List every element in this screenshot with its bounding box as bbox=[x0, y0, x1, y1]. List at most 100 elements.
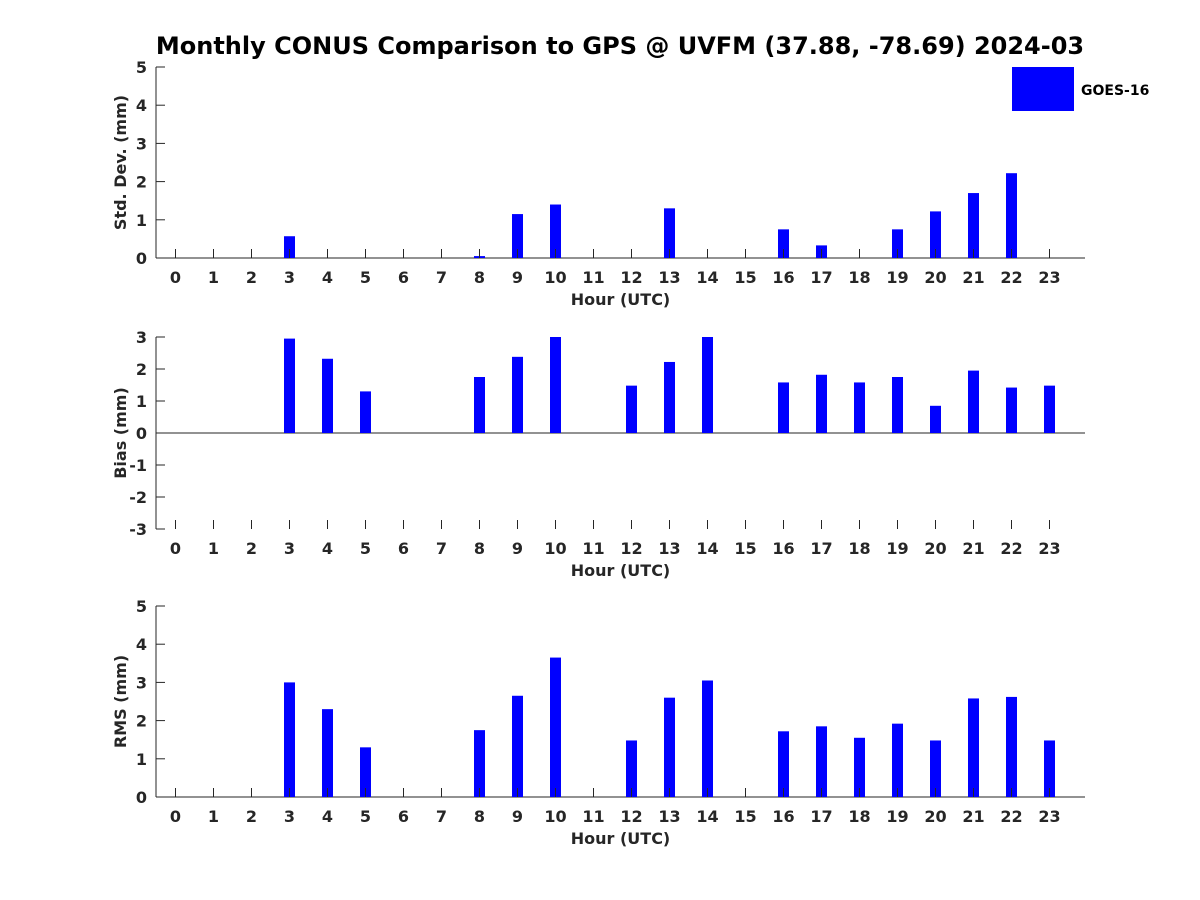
bar-rms-hour-20 bbox=[930, 740, 941, 797]
x-tick-label: 9 bbox=[512, 807, 523, 826]
x-tick-label: 2 bbox=[246, 539, 257, 558]
bar-bias-hour-10 bbox=[550, 337, 561, 433]
bar-rms-hour-14 bbox=[702, 680, 713, 797]
bar-std-dev-hour-3 bbox=[284, 236, 295, 258]
x-tick-label: 0 bbox=[170, 268, 181, 287]
y-tick-label: 2 bbox=[136, 173, 147, 192]
x-tick-label: 5 bbox=[360, 807, 371, 826]
x-tick-label: 22 bbox=[1000, 539, 1022, 558]
x-tick-label: 9 bbox=[512, 268, 523, 287]
x-tick-label: 15 bbox=[734, 539, 756, 558]
x-tick-label: 17 bbox=[810, 807, 832, 826]
x-tick-label: 15 bbox=[734, 807, 756, 826]
x-tick-label: 16 bbox=[772, 807, 794, 826]
y-tick-label: 0 bbox=[136, 788, 147, 807]
y-tick-label: 5 bbox=[136, 597, 147, 616]
x-tick-label: 23 bbox=[1038, 807, 1060, 826]
x-tick-label: 17 bbox=[810, 539, 832, 558]
x-tick-label: 0 bbox=[170, 807, 181, 826]
x-tick-label: 22 bbox=[1000, 807, 1022, 826]
y-axis-label: Std. Dev. (mm) bbox=[111, 95, 130, 230]
x-tick-label: 17 bbox=[810, 268, 832, 287]
bar-rms-hour-19 bbox=[892, 723, 903, 797]
bar-std-dev-hour-19 bbox=[892, 229, 903, 258]
x-tick-label: 8 bbox=[474, 539, 485, 558]
bar-bias-hour-12 bbox=[626, 385, 637, 433]
x-tick-label: 11 bbox=[582, 268, 604, 287]
x-tick-label: 19 bbox=[886, 539, 908, 558]
x-tick-label: 0 bbox=[170, 539, 181, 558]
x-tick-label: 23 bbox=[1038, 268, 1060, 287]
bar-rms-hour-17 bbox=[816, 726, 827, 797]
x-tick-label: 12 bbox=[620, 807, 642, 826]
x-tick-label: 13 bbox=[658, 539, 680, 558]
bar-std-dev-hour-13 bbox=[664, 208, 675, 258]
x-tick-label: 2 bbox=[246, 268, 257, 287]
x-tick-label: 18 bbox=[848, 268, 870, 287]
bar-rms-hour-18 bbox=[854, 737, 865, 797]
legend-label: GOES-16 bbox=[1081, 83, 1149, 99]
bar-bias-hour-4 bbox=[322, 358, 333, 433]
x-tick-label: 3 bbox=[284, 268, 295, 287]
x-tick-label: 5 bbox=[360, 539, 371, 558]
x-tick-label: 4 bbox=[322, 807, 333, 826]
x-tick-label: 18 bbox=[848, 807, 870, 826]
bar-bias-hour-16 bbox=[778, 382, 789, 433]
x-tick-label: 11 bbox=[582, 539, 604, 558]
x-tick-label: 16 bbox=[772, 268, 794, 287]
x-tick-label: 22 bbox=[1000, 268, 1022, 287]
bar-rms-hour-3 bbox=[284, 682, 295, 797]
bar-rms-hour-8 bbox=[474, 730, 485, 797]
y-tick-label: 0 bbox=[136, 249, 147, 268]
x-tick-label: 3 bbox=[284, 807, 295, 826]
x-axis-label: Hour (UTC) bbox=[571, 561, 671, 580]
y-tick-label: 3 bbox=[136, 134, 147, 153]
y-tick-label: 3 bbox=[136, 673, 147, 692]
bar-std-dev-hour-20 bbox=[930, 211, 941, 258]
x-tick-label: 14 bbox=[696, 268, 718, 287]
x-tick-label: 21 bbox=[962, 268, 984, 287]
x-tick-label: 14 bbox=[696, 807, 718, 826]
bar-rms-hour-10 bbox=[550, 657, 561, 797]
x-tick-label: 19 bbox=[886, 268, 908, 287]
bar-rms-hour-21 bbox=[968, 698, 979, 797]
y-tick-label: 1 bbox=[136, 392, 147, 411]
x-tick-label: 6 bbox=[398, 268, 409, 287]
bar-std-dev-hour-22 bbox=[1006, 173, 1017, 258]
y-tick-label: 2 bbox=[136, 360, 147, 379]
y-tick-label: 5 bbox=[136, 58, 147, 77]
bar-bias-hour-8 bbox=[474, 377, 485, 433]
legend-swatch bbox=[1012, 67, 1074, 111]
x-axis-label: Hour (UTC) bbox=[571, 290, 671, 309]
x-tick-label: 15 bbox=[734, 268, 756, 287]
x-tick-label: 2 bbox=[246, 807, 257, 826]
bar-std-dev-hour-9 bbox=[512, 214, 523, 258]
x-tick-label: 10 bbox=[544, 268, 566, 287]
bar-std-dev-hour-21 bbox=[968, 193, 979, 258]
legend: GOES-16 bbox=[1012, 67, 1149, 111]
bar-bias-hour-17 bbox=[816, 374, 827, 433]
x-tick-label: 21 bbox=[962, 539, 984, 558]
y-tick-label: 1 bbox=[136, 211, 147, 230]
bar-bias-hour-22 bbox=[1006, 387, 1017, 433]
x-tick-label: 11 bbox=[582, 807, 604, 826]
x-tick-label: 8 bbox=[474, 268, 485, 287]
x-tick-label: 4 bbox=[322, 539, 333, 558]
x-tick-label: 14 bbox=[696, 539, 718, 558]
x-tick-label: 1 bbox=[208, 268, 219, 287]
x-tick-label: 9 bbox=[512, 539, 523, 558]
y-tick-label: 2 bbox=[136, 712, 147, 731]
x-tick-label: 20 bbox=[924, 539, 946, 558]
x-tick-label: 12 bbox=[620, 539, 642, 558]
bar-rms-hour-22 bbox=[1006, 696, 1017, 797]
bar-std-dev-hour-16 bbox=[778, 229, 789, 258]
y-tick-label: 4 bbox=[136, 635, 147, 654]
x-tick-label: 18 bbox=[848, 539, 870, 558]
bar-rms-hour-16 bbox=[778, 731, 789, 797]
x-tick-label: 20 bbox=[924, 268, 946, 287]
x-tick-label: 19 bbox=[886, 807, 908, 826]
bar-bias-hour-13 bbox=[664, 361, 675, 433]
